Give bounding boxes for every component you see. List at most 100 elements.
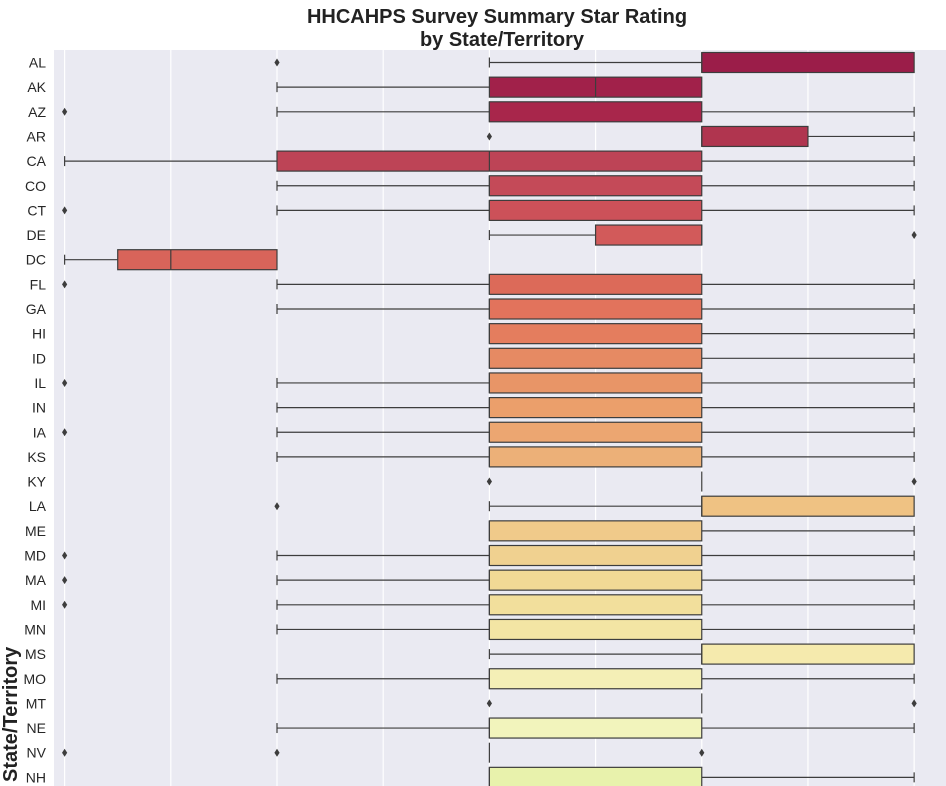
y-tick-label: LA — [29, 498, 47, 514]
y-tick-label: DC — [26, 252, 46, 268]
box-iqr — [488, 323, 703, 345]
y-tick-label: NH — [26, 769, 46, 785]
y-tick-label: KS — [27, 449, 46, 465]
box-group — [488, 323, 915, 345]
y-tick-label: MT — [26, 695, 47, 711]
box-group — [274, 51, 915, 74]
y-tick-label: ME — [25, 523, 46, 539]
y-tick-label: NV — [27, 745, 47, 761]
box-group — [488, 224, 917, 246]
outlier-point — [62, 428, 68, 437]
outlier-point — [486, 132, 492, 141]
box-group — [486, 471, 917, 492]
box-group — [276, 76, 703, 98]
outlier-point — [274, 502, 280, 511]
outlier-point — [62, 280, 68, 289]
box-iqr — [488, 544, 703, 567]
box-group — [62, 101, 915, 123]
box-iqr — [488, 273, 703, 295]
outlier-point — [62, 107, 68, 116]
chart-title: HHCAHPS Survey Summary Star Rating — [307, 6, 687, 28]
box-group — [62, 273, 915, 295]
box-layer — [62, 51, 917, 786]
box-iqr — [488, 372, 703, 394]
box-group — [274, 495, 915, 517]
y-tick-label: MO — [23, 671, 46, 687]
y-tick-label: CA — [27, 153, 47, 169]
y-tick-label: DE — [27, 227, 46, 243]
box-iqr — [488, 421, 703, 443]
box-group — [276, 668, 915, 690]
box-group — [276, 446, 915, 468]
box-iqr — [488, 446, 703, 468]
box-iqr — [488, 520, 703, 542]
box-iqr — [488, 717, 703, 739]
y-tick-label: IN — [32, 400, 46, 416]
outlier-point — [62, 600, 68, 609]
box-iqr — [488, 199, 703, 221]
box-iqr — [488, 766, 703, 786]
y-tick-label: IL — [34, 375, 46, 391]
box-iqr — [701, 125, 809, 148]
box-iqr — [594, 224, 703, 246]
box-iqr — [488, 397, 703, 419]
box-iqr — [701, 495, 915, 517]
y-tick-label: MS — [25, 646, 46, 662]
chart-subtitle: by State/Territory — [420, 29, 585, 51]
box-group — [276, 298, 915, 320]
box-iqr — [488, 668, 703, 690]
box-group — [276, 618, 915, 641]
box-iqr — [488, 101, 703, 123]
y-tick-label: MI — [30, 597, 46, 613]
y-tick-label: ID — [32, 350, 46, 366]
box-group — [62, 594, 915, 616]
y-tick-label: MD — [24, 548, 46, 564]
box-group — [62, 569, 915, 591]
box-group — [488, 766, 915, 786]
box-group — [64, 249, 278, 271]
outlier-point — [911, 231, 917, 240]
box-group — [62, 421, 915, 443]
box-iqr — [488, 347, 703, 369]
box-group — [62, 544, 915, 567]
box-group — [486, 693, 917, 714]
box-iqr — [701, 51, 915, 74]
y-tick-label: HI — [32, 326, 46, 342]
box-group — [488, 643, 915, 665]
y-tick-label: AK — [27, 79, 46, 95]
y-tick-label: AZ — [28, 104, 46, 120]
y-tick-label: MN — [24, 621, 46, 637]
outlier-point — [486, 699, 492, 708]
outlier-point — [62, 576, 68, 585]
box-group — [64, 150, 915, 172]
y-tick-label: CT — [27, 202, 46, 218]
outlier-point — [62, 378, 68, 387]
y-tick-label: IA — [33, 424, 47, 440]
box-group — [62, 742, 705, 763]
box-group — [62, 199, 915, 221]
y-tick-label: AL — [29, 55, 46, 71]
outlier-point — [911, 477, 917, 486]
y-tick-label: AR — [27, 128, 46, 144]
outlier-point — [62, 206, 68, 215]
outlier-point — [62, 551, 68, 560]
outlier-point — [911, 699, 917, 708]
box-iqr — [488, 298, 703, 320]
y-tick-label: GA — [26, 301, 47, 317]
y-tick-labels: AL AK AZ AR CA CO CT DE DC FL GA HI ID IL IN IA KS KY LA ME… — [23, 55, 46, 786]
y-axis-label: State/Territory — [0, 646, 22, 782]
box-iqr — [117, 249, 278, 271]
box-group — [486, 125, 915, 148]
outlier-point — [62, 748, 68, 757]
y-tick-label: FL — [30, 276, 47, 292]
box-iqr — [488, 618, 703, 641]
box-group — [488, 347, 915, 369]
y-tick-label: NE — [27, 720, 46, 736]
box-group — [62, 372, 915, 394]
box-iqr — [488, 594, 703, 616]
y-tick-label: MA — [25, 572, 47, 588]
box-group — [488, 520, 915, 542]
outlier-point — [274, 58, 280, 67]
